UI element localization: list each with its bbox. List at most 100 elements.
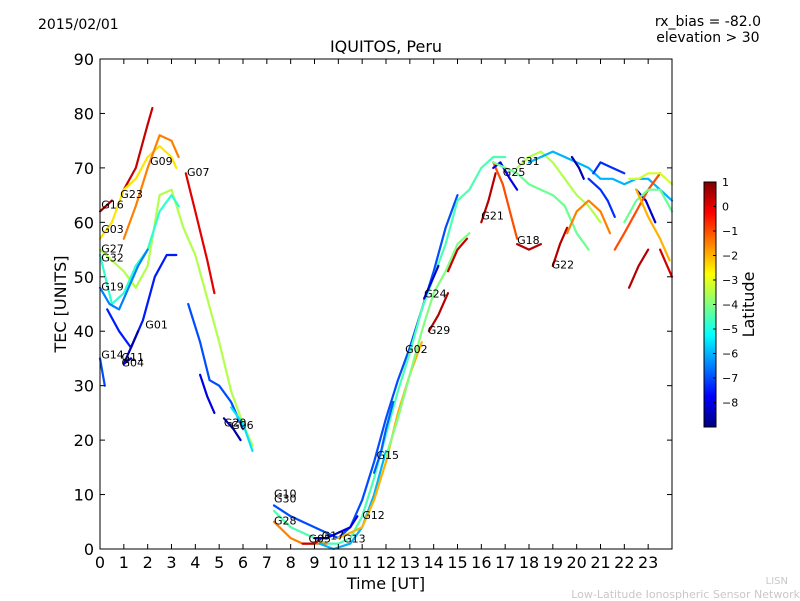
y-tick-label: 20 bbox=[74, 431, 94, 450]
colorbar-tick-label: −5 bbox=[722, 323, 738, 336]
x-tick-label: 12 bbox=[376, 553, 396, 572]
series-line-g05 bbox=[301, 536, 323, 545]
series-line-g23b bbox=[658, 248, 674, 278]
series-line-g01 bbox=[106, 253, 178, 349]
series-line-g19 bbox=[98, 248, 149, 311]
credit-short: LISN bbox=[765, 576, 788, 587]
series-line-g14c bbox=[627, 248, 650, 289]
series-line-g32b bbox=[623, 188, 674, 224]
sat-label-g23: G23 bbox=[120, 188, 143, 201]
series-line-g14b bbox=[613, 172, 662, 251]
series-line-g22 bbox=[551, 226, 569, 267]
colorbar-tick-label: 1 bbox=[722, 176, 729, 189]
series-line-g04 bbox=[122, 357, 133, 365]
series-line-g02 bbox=[384, 232, 471, 458]
series-layer bbox=[98, 106, 674, 551]
series-line-g24 bbox=[423, 264, 440, 300]
date-label: 2015/02/01 bbox=[38, 17, 119, 33]
sat-label-g19: G19 bbox=[101, 280, 124, 293]
x-tick-label: 15 bbox=[447, 553, 467, 572]
satellite-labels: G16G23G09G07G03G27G32G19G01G14G11G04G20G… bbox=[101, 155, 574, 545]
sat-label-g14: G14 bbox=[101, 348, 124, 361]
colorbar-tick-label: 0 bbox=[722, 201, 729, 214]
y-tick-label: 10 bbox=[74, 486, 94, 505]
axis-ticks: 0 1 2 3 4 5 6 7 8 9 10 11 12 13 14 15 16 17 18 19 20 21 22 2301… bbox=[74, 50, 672, 572]
y-tick-label: 80 bbox=[74, 104, 94, 123]
series-line-g29b bbox=[446, 237, 469, 273]
sat-label-g25: G25 bbox=[503, 166, 526, 179]
series-line-g16 bbox=[98, 199, 114, 213]
y-tick-label: 60 bbox=[74, 213, 94, 232]
plot-area bbox=[99, 58, 673, 550]
series-line-g30a bbox=[187, 302, 245, 431]
sat-label-g07: G07 bbox=[187, 166, 210, 179]
sat-label-g11: G11 bbox=[122, 351, 145, 364]
x-tick-label: 13 bbox=[400, 553, 420, 572]
sat-label-g09: G09 bbox=[150, 155, 173, 168]
series-line-g07 bbox=[184, 172, 216, 295]
colorbar-tick-label: −6 bbox=[722, 348, 738, 361]
series-line-g20 bbox=[222, 417, 242, 442]
y-tick-label: 0 bbox=[84, 540, 94, 559]
x-tick-label: 23 bbox=[638, 553, 658, 572]
x-tick-label: 5 bbox=[214, 553, 224, 572]
series-line-g11b bbox=[635, 188, 671, 262]
sat-label-g03: G03 bbox=[101, 223, 124, 236]
x-tick-label: 7 bbox=[262, 553, 272, 572]
series-line-g08b bbox=[592, 161, 626, 175]
series-line-g21 bbox=[480, 172, 497, 224]
sat-label-g10: G10 bbox=[274, 487, 297, 500]
x-tick-label: 21 bbox=[590, 553, 610, 572]
series-line-g27 bbox=[98, 188, 254, 447]
series-line-g18b bbox=[492, 161, 590, 251]
series-line-g26 bbox=[527, 150, 674, 202]
sat-label-g20: G20 bbox=[224, 417, 247, 430]
x-tick-label: 22 bbox=[614, 553, 634, 572]
series-line-g30 bbox=[272, 155, 507, 545]
credit-long: Low-Latitude Ionospheric Sensor Network bbox=[571, 588, 800, 601]
series-line-g14 bbox=[98, 357, 106, 387]
bias-info: rx_bias = -82.0 elevation > 30 bbox=[655, 14, 761, 46]
series-line-g29 bbox=[427, 292, 450, 333]
x-tick-label: 4 bbox=[190, 553, 200, 572]
series-line-g21b bbox=[492, 161, 519, 240]
series-line-g23 bbox=[122, 106, 154, 191]
sat-label-g15: G15 bbox=[377, 449, 400, 462]
colorbar-tick-label: −7 bbox=[722, 372, 738, 385]
y-tick-label: 70 bbox=[74, 159, 94, 178]
y-axis-label: TEC [UNITS] bbox=[51, 256, 70, 354]
sat-label-g31: G31 bbox=[517, 155, 540, 168]
x-tick-label: 14 bbox=[423, 553, 443, 572]
x-tick-label: 20 bbox=[566, 553, 586, 572]
series-line-g31a bbox=[199, 373, 216, 414]
sat-label-g22: G22 bbox=[552, 259, 575, 272]
colorbar-tick-label: −8 bbox=[722, 397, 738, 410]
series-line-g18 bbox=[515, 243, 543, 251]
x-axis-label: Time [UT] bbox=[346, 574, 425, 593]
sat-label-g02: G02 bbox=[405, 343, 428, 356]
x-tick-label: 17 bbox=[495, 553, 515, 572]
rx-bias-text: rx_bias = -82.0 bbox=[654, 14, 761, 30]
sat-label-g28: G28 bbox=[274, 515, 297, 528]
x-tick-label: 2 bbox=[143, 553, 153, 572]
x-tick-label: 16 bbox=[471, 553, 491, 572]
x-tick-label: 3 bbox=[166, 553, 176, 572]
series-line-g15 bbox=[373, 400, 395, 474]
colorbar-ticks: 1 0 −1 −2 −3 −4 −5 −6 −7 −8 bbox=[713, 176, 738, 410]
series-line-g09 bbox=[122, 134, 180, 240]
sat-label-g30: G30 bbox=[274, 493, 297, 506]
x-tick-label: 18 bbox=[519, 553, 539, 572]
sat-label-g01: G01 bbox=[145, 319, 168, 332]
series-line-g31 bbox=[515, 150, 602, 224]
series-line-g03 bbox=[98, 145, 178, 240]
colorbar-tick-label: −3 bbox=[722, 274, 738, 287]
sat-label-g17: G17 bbox=[322, 530, 345, 543]
x-tick-label: 0 bbox=[95, 553, 105, 572]
sat-label-g29: G29 bbox=[428, 324, 451, 337]
y-tick-label: 40 bbox=[74, 322, 94, 341]
colorbar-tick-label: −4 bbox=[722, 299, 738, 312]
y-tick-label: 50 bbox=[74, 268, 94, 287]
sat-label-g16: G16 bbox=[101, 199, 124, 212]
sat-label-g18: G18 bbox=[517, 234, 540, 247]
